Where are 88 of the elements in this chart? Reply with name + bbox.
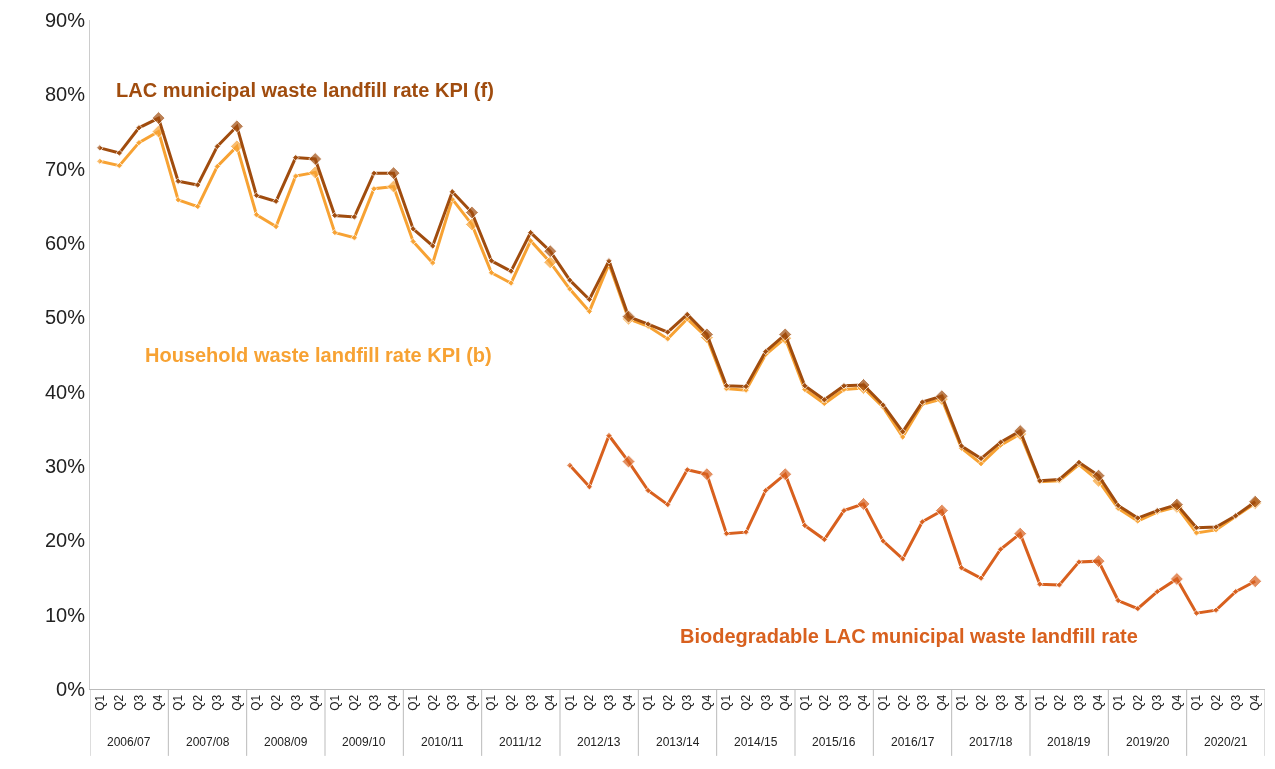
text: 2008/09 <box>264 735 308 749</box>
x-tick-label: Q3 <box>1071 694 1086 711</box>
series-label: LAC municipal waste landfill rate KPI (f) <box>116 79 494 101</box>
text: 2017/18 <box>969 735 1013 749</box>
x-tick-label: Q2 <box>112 694 127 711</box>
text: 2020/21 <box>1204 735 1248 749</box>
x-tick-label: Q4 <box>386 694 401 711</box>
y-tick-label: 50% <box>44 306 86 329</box>
y-tick-label: 70% <box>44 157 86 180</box>
y-tick-label: 40% <box>44 380 86 403</box>
x-tick-label: Q2 <box>660 694 675 711</box>
x-tick-label: Q3 <box>288 694 303 711</box>
x-tick-label: Q3 <box>993 694 1008 711</box>
x-tick-label: Q4 <box>934 694 949 711</box>
x-tick-label: Q1 <box>171 694 186 711</box>
x-tick-label: Q4 <box>1169 694 1184 711</box>
x-tick-label: Q3 <box>836 694 851 711</box>
x-tick-label: Q4 <box>699 694 714 711</box>
x-tick-label: Q3 <box>680 694 695 711</box>
y-tick-label: 20% <box>44 529 86 552</box>
text: 2010/11 <box>421 735 464 749</box>
x-tick-label: Q1 <box>249 694 264 711</box>
x-tick-label: Q2 <box>895 694 910 711</box>
x-tick-label: Q3 <box>210 694 225 711</box>
x-tick-label: Q3 <box>758 694 773 711</box>
x-tick-label: Q1 <box>1111 694 1126 711</box>
y-tick-label: 60% <box>44 232 86 254</box>
x-tick-label: Q3 <box>131 694 146 711</box>
x-tick-label: Q1 <box>954 694 969 711</box>
text: 2016/17 <box>891 735 935 749</box>
x-tick-label: Q2 <box>1130 694 1145 711</box>
x-tick-label: Q4 <box>1248 694 1263 711</box>
x-tick-label: Q3 <box>445 694 460 711</box>
x-tick-label: Q2 <box>347 694 362 711</box>
x-tick-label: Q1 <box>484 694 499 711</box>
x-tick-label: Q2 <box>973 694 988 711</box>
x-tick-label: Q2 <box>582 694 597 711</box>
text: 2018/19 <box>1047 735 1091 749</box>
y-tick-label: 80% <box>44 83 86 106</box>
text: 2011/12 <box>499 735 542 749</box>
x-tick-label: Q4 <box>543 694 558 711</box>
x-tick-label: Q3 <box>523 694 538 711</box>
text: 2012/13 <box>577 735 621 749</box>
x-tick-label: Q3 <box>1228 694 1243 711</box>
x-tick-label: Q4 <box>1013 694 1028 711</box>
x-tick-label: Q4 <box>308 694 323 711</box>
x-tick-label: Q2 <box>1052 694 1067 711</box>
x-tick-label: Q4 <box>621 694 636 711</box>
x-tick-label: Q3 <box>601 694 616 711</box>
x-tick-label: Q4 <box>229 694 244 711</box>
x-tick-label: Q4 <box>151 694 166 711</box>
x-tick-label: Q1 <box>92 694 107 711</box>
x-tick-label: Q3 <box>366 694 381 711</box>
text: 2019/20 <box>1126 735 1170 749</box>
y-tick-label: 10% <box>44 603 86 626</box>
x-tick-label: Q2 <box>503 694 518 711</box>
text: 2007/08 <box>186 735 230 749</box>
text: 2009/10 <box>342 735 386 749</box>
x-tick-label: Q4 <box>1091 694 1106 711</box>
x-tick-label: Q4 <box>464 694 479 711</box>
text: 2014/15 <box>734 735 778 749</box>
y-tick-label: 90% <box>44 9 86 31</box>
x-tick-label: Q1 <box>641 694 656 711</box>
x-tick-label: Q4 <box>856 694 871 711</box>
x-tick-label: Q1 <box>797 694 812 711</box>
x-tick-label: Q1 <box>876 694 891 711</box>
x-tick-label: Q2 <box>738 694 753 711</box>
series-label: Biodegradable LAC municipal waste landfill rate <box>680 625 1138 647</box>
y-tick-label: 0% <box>56 678 86 700</box>
text: 2015/16 <box>812 735 856 749</box>
x-tick-label: Q1 <box>1032 694 1047 711</box>
x-tick-label: Q2 <box>425 694 440 711</box>
x-tick-label: Q3 <box>915 694 930 711</box>
x-tick-label: Q1 <box>1189 694 1204 711</box>
x-tick-label: Q1 <box>719 694 734 711</box>
x-tick-label: Q2 <box>190 694 205 711</box>
x-tick-label: Q2 <box>1208 694 1223 711</box>
x-tick-label: Q1 <box>406 694 421 711</box>
x-tick-label: Q2 <box>268 694 283 711</box>
text: 2013/14 <box>656 735 700 749</box>
x-tick-label: Q1 <box>562 694 577 711</box>
x-tick-label: Q4 <box>778 694 793 711</box>
text: 2006/07 <box>107 735 151 749</box>
y-tick-label: 30% <box>44 455 86 477</box>
x-tick-label: Q2 <box>817 694 832 711</box>
x-tick-label: Q3 <box>1150 694 1165 711</box>
x-tick-label: Q1 <box>327 694 342 711</box>
text: Household waste landfill rate KPI (b) <box>145 344 492 366</box>
